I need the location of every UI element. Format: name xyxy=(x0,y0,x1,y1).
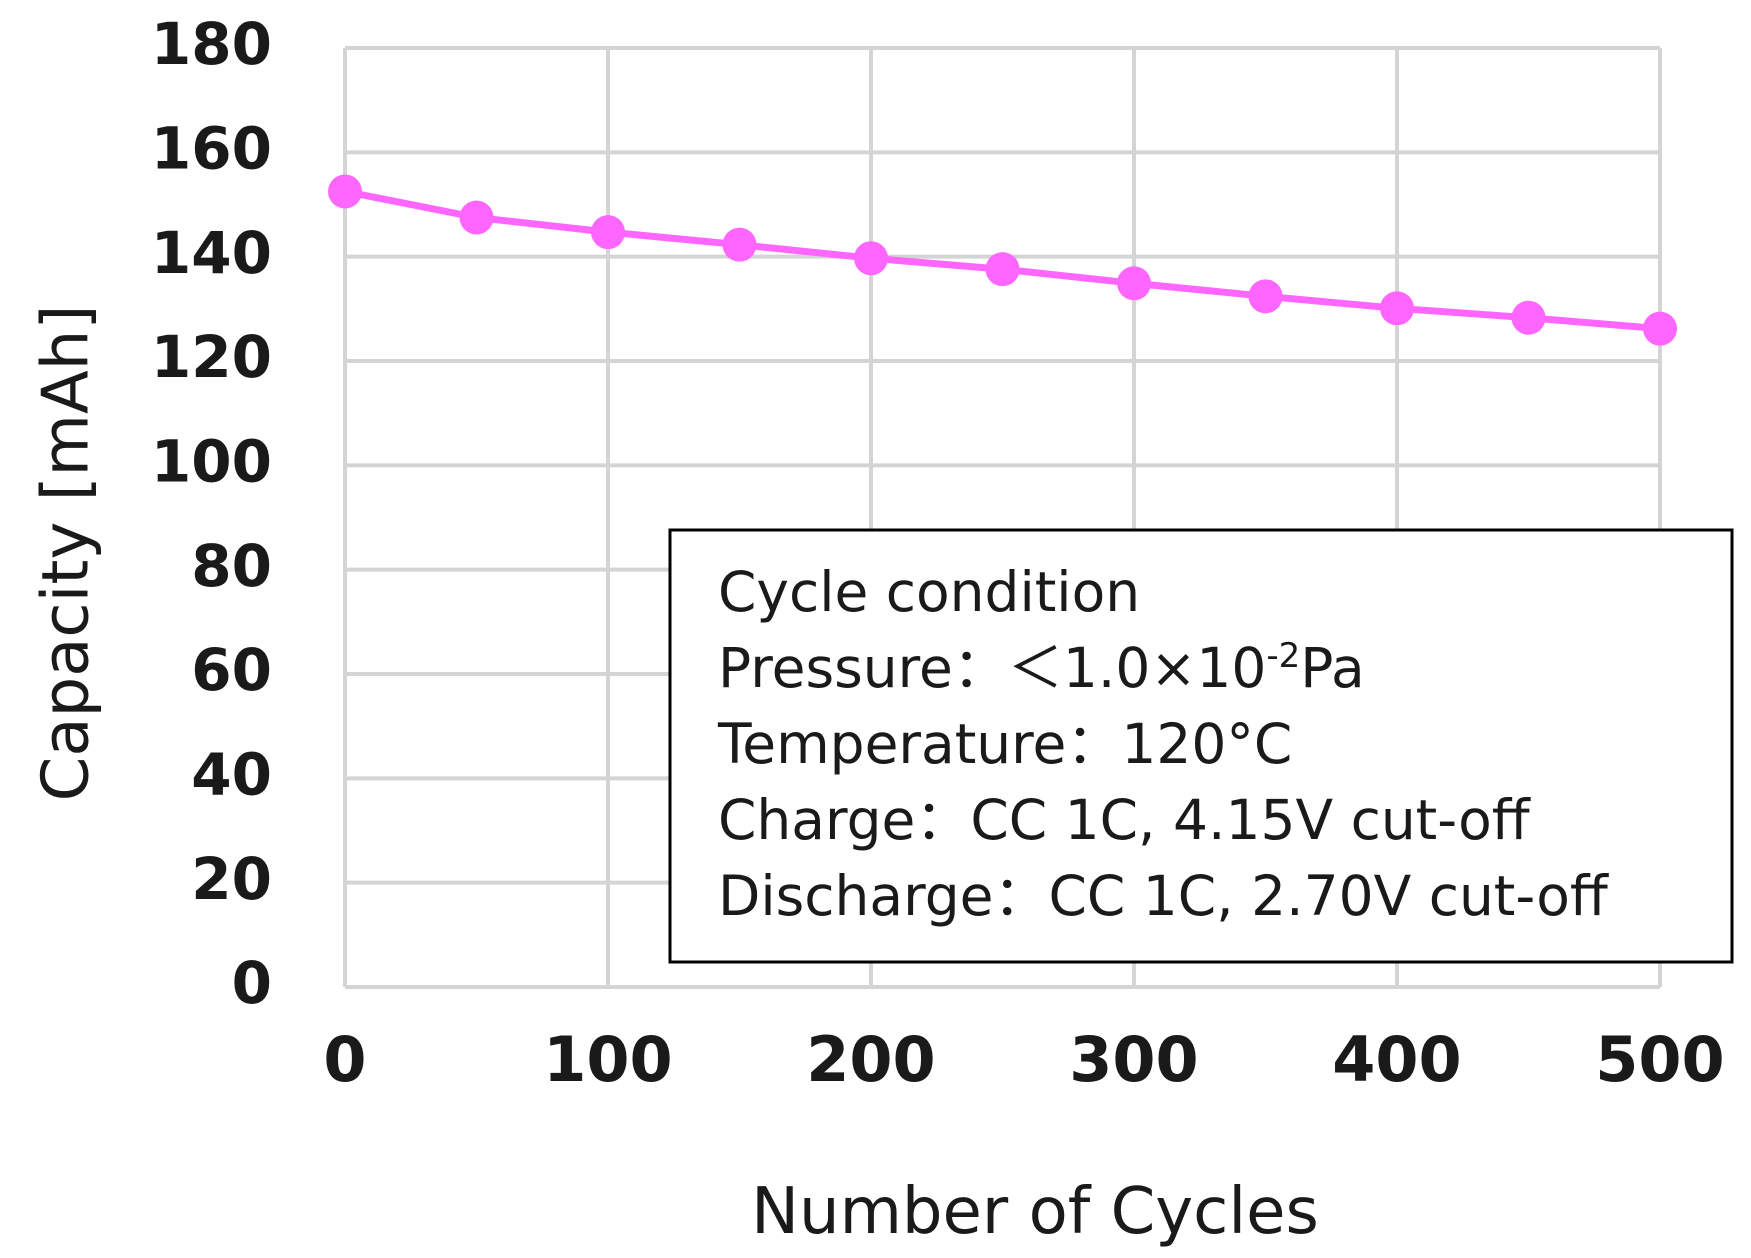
data-point-350 xyxy=(1248,279,1283,314)
y-axis-label: Capacity [mAh] xyxy=(30,305,104,802)
y-tick-label-160: 160 xyxy=(151,114,272,182)
annotation-pressure: Pressure：＜1.0×10-2Pa xyxy=(718,636,1365,700)
y-tick-label-100: 100 xyxy=(151,427,272,495)
data-point-50 xyxy=(459,200,494,235)
data-point-150 xyxy=(722,227,757,262)
data-point-200 xyxy=(854,241,888,276)
y-tick-label-0: 0 xyxy=(232,949,272,1017)
series-markers xyxy=(328,174,1677,346)
data-point-300 xyxy=(1117,266,1151,301)
x-tick-label-200: 200 xyxy=(806,1023,935,1096)
x-tick-label-100: 100 xyxy=(543,1023,672,1096)
annotation-pressure-unit: Pa xyxy=(1300,636,1364,700)
annotation-pressure-main: Pressure：＜1.0×10 xyxy=(718,636,1266,700)
y-tick-label-40: 40 xyxy=(191,740,272,808)
x-axis-ticks: 0 100 200 300 400 500 xyxy=(323,1023,1724,1096)
annotation-title: Cycle condition xyxy=(718,560,1140,624)
annotation-box-frame xyxy=(668,528,1734,964)
y-tick-label-20: 20 xyxy=(191,845,272,913)
y-tick-label-180: 180 xyxy=(151,10,272,78)
annotation-temperature: Temperature：120°C xyxy=(717,712,1292,776)
x-tick-label-0: 0 xyxy=(323,1023,366,1096)
x-tick-label-500: 500 xyxy=(1595,1023,1724,1096)
data-point-250 xyxy=(985,252,1020,287)
data-point-0 xyxy=(328,174,362,209)
y-tick-label-120: 120 xyxy=(151,323,272,391)
data-point-400 xyxy=(1380,291,1414,326)
y-tick-label-80: 80 xyxy=(191,532,272,600)
x-axis-label: Number of Cycles xyxy=(751,1175,1319,1249)
annotation-box: Cycle condition Pressure：＜1.0×10-2Pa Tem… xyxy=(668,528,1734,964)
x-tick-label-400: 400 xyxy=(1332,1023,1461,1096)
annotation-charge: Charge：CC 1C, 4.15V cut-off xyxy=(718,788,1531,852)
x-tick-label-300: 300 xyxy=(1069,1023,1198,1096)
y-axis-ticks: 0 20 40 60 80 100 120 140 160 180 xyxy=(151,10,272,1017)
data-point-500 xyxy=(1643,311,1677,346)
data-point-100 xyxy=(591,215,625,250)
annotation-pressure-exponent: -2 xyxy=(1266,636,1300,676)
annotation-discharge: Discharge：CC 1C, 2.70V cut-off xyxy=(718,864,1609,928)
y-tick-label-60: 60 xyxy=(191,636,272,704)
y-tick-label-140: 140 xyxy=(151,219,272,287)
data-point-450 xyxy=(1511,300,1546,335)
